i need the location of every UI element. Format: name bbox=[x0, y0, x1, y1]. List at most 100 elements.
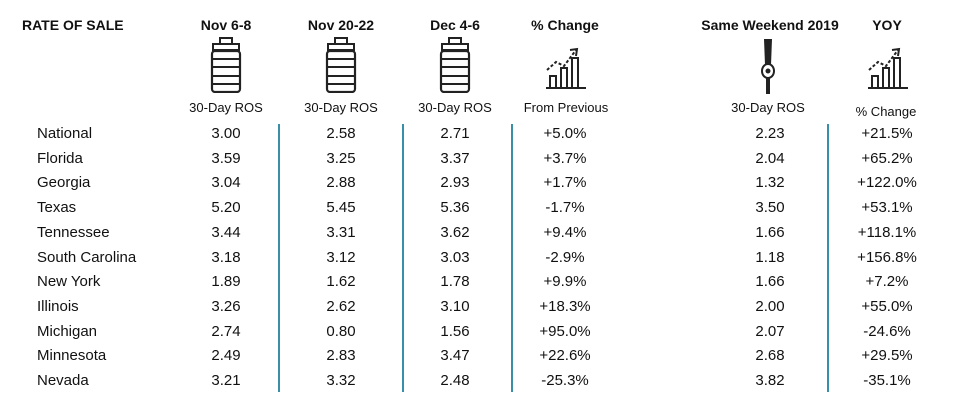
table-row: Michigan 2.74 0.80 1.56 +95.0% 2.07 -24.6% bbox=[0, 323, 972, 347]
cell-2019: 2.00 bbox=[755, 297, 785, 315]
cell-dec-4-6: 3.10 bbox=[440, 297, 470, 315]
subheader-ros: 30-Day ROS bbox=[418, 100, 492, 115]
cell-2019: 2.07 bbox=[755, 322, 785, 340]
growth-chart-icon bbox=[544, 42, 588, 95]
cell-nov-6-8: 3.26 bbox=[211, 297, 241, 315]
cell-yoy: -24.6% bbox=[863, 322, 911, 340]
cell-nov-20-22: 2.83 bbox=[326, 347, 356, 365]
cell-dec-4-6: 2.48 bbox=[440, 372, 470, 389]
table-row: National 3.00 2.58 2.71 +5.0% 2.23 +21.5% bbox=[0, 125, 972, 149]
table-row: Tennessee 3.44 3.31 3.62 +9.4% 1.66 +118.1% bbox=[0, 224, 972, 248]
cell-nov-6-8: 3.04 bbox=[211, 174, 241, 192]
cell-nov-20-22: 3.31 bbox=[326, 223, 356, 241]
cell-pct-change: +9.4% bbox=[543, 223, 587, 241]
cell-yoy: -35.1% bbox=[863, 372, 911, 389]
cell-dec-4-6: 2.71 bbox=[440, 125, 470, 142]
table-title: RATE OF SALE bbox=[22, 17, 124, 33]
table-row: Florida 3.59 3.25 3.37 +3.7% 2.04 +65.2% bbox=[0, 150, 972, 174]
cell-yoy: +122.0% bbox=[857, 174, 917, 192]
cell-pct-change: -25.3% bbox=[541, 372, 589, 389]
cell-2019: 2.68 bbox=[755, 347, 785, 365]
cell-pct-change: +18.3% bbox=[539, 297, 591, 315]
row-label: Texas bbox=[37, 199, 77, 217]
cell-yoy: +7.2% bbox=[865, 273, 909, 291]
cell-nov-20-22: 0.80 bbox=[326, 322, 356, 340]
cell-nov-6-8: 3.00 bbox=[211, 125, 241, 142]
cell-yoy: +53.1% bbox=[861, 199, 913, 217]
table-row: New York 1.89 1.62 1.78 +9.9% 1.66 +7.2% bbox=[0, 273, 972, 297]
subheader-ros: 30-Day ROS bbox=[189, 100, 263, 115]
cell-2019: 3.50 bbox=[755, 199, 785, 217]
cell-nov-6-8: 2.74 bbox=[211, 322, 241, 340]
table-row: South Carolina 3.18 3.12 3.03 -2.9% 1.18 +156.… bbox=[0, 249, 972, 273]
col-header-same-weekend-2019: Same Weekend 2019 bbox=[701, 17, 839, 33]
column-divider bbox=[278, 124, 280, 392]
cell-yoy: +29.5% bbox=[861, 347, 913, 365]
cell-pct-change: +95.0% bbox=[539, 322, 591, 340]
subheader-ros: 30-Day ROS bbox=[304, 100, 378, 115]
cell-dec-4-6: 3.37 bbox=[440, 149, 470, 167]
row-label: Georgia bbox=[37, 174, 91, 192]
cell-dec-4-6: 1.56 bbox=[440, 322, 470, 340]
cell-2019: 1.18 bbox=[755, 248, 785, 266]
row-label: New York bbox=[37, 273, 101, 291]
cell-nov-20-22: 3.12 bbox=[326, 248, 356, 266]
cell-nov-20-22: 5.45 bbox=[326, 199, 356, 217]
cell-2019: 2.23 bbox=[755, 125, 785, 142]
row-label: Illinois bbox=[37, 297, 79, 315]
cell-yoy: +21.5% bbox=[861, 125, 913, 142]
subheader-pct-change: % Change bbox=[855, 104, 917, 119]
subheader-ros-2019: 30-Day ROS bbox=[731, 100, 805, 115]
cell-dec-4-6: 3.47 bbox=[440, 347, 470, 365]
column-divider bbox=[511, 124, 513, 392]
cell-yoy: +156.8% bbox=[857, 248, 917, 266]
row-label: Michigan bbox=[37, 322, 98, 340]
cell-nov-6-8: 3.21 bbox=[211, 372, 241, 389]
cell-nov-20-22: 3.32 bbox=[326, 372, 356, 389]
subheader-from-previous: From Previous bbox=[523, 100, 609, 115]
cell-pct-change: +1.7% bbox=[543, 174, 587, 192]
cell-pct-change: -2.9% bbox=[545, 248, 585, 266]
cell-nov-6-8: 5.20 bbox=[211, 199, 241, 217]
cell-nov-20-22: 2.58 bbox=[326, 125, 356, 142]
column-divider bbox=[827, 124, 829, 392]
cell-2019: 3.82 bbox=[755, 372, 785, 389]
cell-pct-change: +9.9% bbox=[543, 273, 587, 291]
cell-pct-change: +22.6% bbox=[539, 347, 591, 365]
row-label: National bbox=[37, 125, 93, 142]
cell-pct-change: -1.7% bbox=[545, 199, 585, 217]
col-header-pct-change: % Change bbox=[531, 17, 599, 33]
cell-dec-4-6: 5.36 bbox=[440, 199, 470, 217]
row-label: Tennessee bbox=[37, 223, 110, 241]
cell-dec-4-6: 2.93 bbox=[440, 174, 470, 192]
cell-nov-6-8: 3.44 bbox=[211, 223, 241, 241]
cell-2019: 1.32 bbox=[755, 174, 785, 192]
table-row: Georgia 3.04 2.88 2.93 +1.7% 1.32 +122.0% bbox=[0, 174, 972, 198]
table-row: Minnesota 2.49 2.83 3.47 +22.6% 2.68 +29.5% bbox=[0, 347, 972, 371]
cell-nov-6-8: 3.18 bbox=[211, 248, 241, 266]
table-row: Illinois 3.26 2.62 3.10 +18.3% 2.00 +55.0% bbox=[0, 298, 972, 322]
col-header-dec-4-6: Dec 4-6 bbox=[430, 17, 480, 33]
row-label: South Carolina bbox=[37, 248, 137, 266]
row-label: Minnesota bbox=[37, 347, 107, 365]
cell-nov-6-8: 3.59 bbox=[211, 149, 241, 167]
cell-yoy: +65.2% bbox=[861, 149, 913, 167]
growth-chart-icon bbox=[866, 42, 910, 95]
cell-nov-20-22: 2.62 bbox=[326, 297, 356, 315]
col-header-nov-20-22: Nov 20-22 bbox=[307, 17, 375, 33]
keg-icon bbox=[437, 37, 473, 98]
cell-yoy: +118.1% bbox=[857, 223, 917, 241]
cell-nov-20-22: 2.88 bbox=[326, 174, 356, 192]
col-header-yoy: YOY bbox=[872, 17, 902, 33]
table-row: Nevada 3.21 3.32 2.48 -25.3% 3.82 -35.1% bbox=[0, 372, 972, 396]
cell-pct-change: +5.0% bbox=[543, 125, 587, 142]
cell-nov-20-22: 3.25 bbox=[326, 149, 356, 167]
cell-nov-20-22: 1.62 bbox=[326, 273, 356, 291]
cell-dec-4-6: 3.62 bbox=[440, 223, 470, 241]
cell-2019: 1.66 bbox=[755, 223, 785, 241]
cell-nov-6-8: 1.89 bbox=[211, 273, 241, 291]
beer-tap-icon bbox=[758, 37, 778, 100]
col-header-nov-6-8: Nov 6-8 bbox=[200, 17, 252, 33]
cell-yoy: +55.0% bbox=[861, 297, 913, 315]
column-divider bbox=[402, 124, 404, 392]
